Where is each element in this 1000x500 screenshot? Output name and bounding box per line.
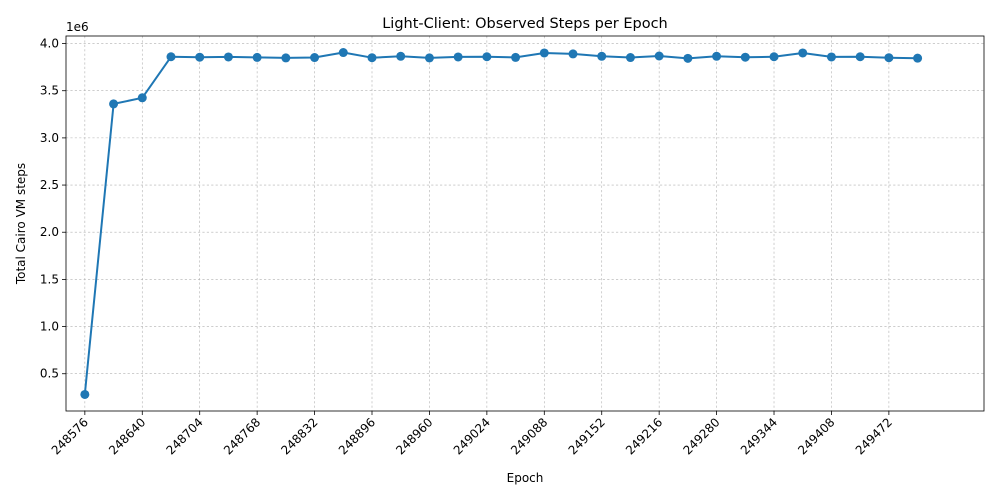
- data-point: [826, 52, 836, 62]
- data-point: [137, 93, 147, 103]
- data-point: [568, 49, 578, 59]
- data-point: [597, 51, 607, 61]
- plot-area-frame: [65, 35, 985, 412]
- data-point: [539, 48, 549, 58]
- y-axis: 0.5 1.0 1.5 2.0 2.5 3.0 3.5 4.0: [40, 37, 66, 381]
- data-point: [338, 48, 348, 58]
- data-point: [166, 52, 176, 62]
- data-point: [798, 48, 808, 58]
- data-point: [453, 52, 463, 62]
- y-tick-label: 3.5: [40, 84, 59, 98]
- data-point: [424, 53, 434, 63]
- data-point: [195, 52, 205, 62]
- data-point: [712, 51, 722, 61]
- y-tick-label: 1.0: [40, 320, 59, 334]
- y-tick-label: 0.5: [40, 367, 59, 381]
- data-point: [109, 99, 119, 109]
- data-point: [482, 52, 492, 62]
- data-point: [223, 52, 233, 62]
- x-axis-label: Epoch: [507, 471, 544, 485]
- series-line: [83, 51, 918, 395]
- data-point: [80, 389, 90, 399]
- data-point: [367, 53, 377, 63]
- chart-title: Light-Client: Observed Steps per Epoch: [382, 16, 668, 32]
- data-point: [252, 52, 262, 62]
- data-point: [654, 51, 664, 61]
- y-axis-offset-label: 1e6: [66, 20, 89, 34]
- data-point: [511, 52, 521, 62]
- y-tick-label: 2.0: [40, 225, 59, 239]
- data-point: [769, 52, 779, 62]
- data-point: [683, 53, 693, 63]
- y-tick-label: 3.0: [40, 131, 59, 145]
- data-point: [281, 53, 291, 63]
- data-point: [740, 52, 750, 62]
- series: [80, 48, 923, 399]
- data-point: [310, 53, 320, 63]
- data-point: [913, 53, 923, 63]
- data-point: [884, 53, 894, 63]
- data-point: [625, 53, 635, 63]
- y-tick-label: 4.0: [40, 37, 59, 51]
- data-point: [396, 51, 406, 61]
- y-tick-label: 2.5: [40, 178, 59, 192]
- y-axis-label: Total Cairo VM steps: [14, 163, 28, 285]
- grid: [66, 36, 984, 411]
- y-tick-label: 1.5: [40, 272, 59, 286]
- data-point: [855, 52, 865, 62]
